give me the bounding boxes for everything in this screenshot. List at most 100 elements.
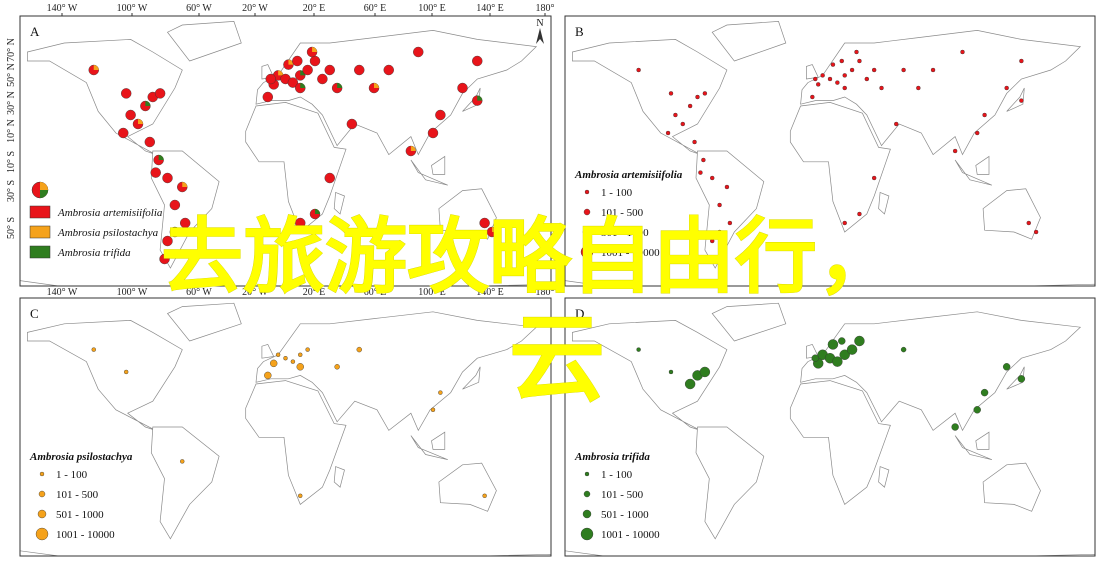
landmass [245, 380, 347, 505]
pie-slice [145, 101, 151, 106]
occurrence-dot [120, 88, 132, 99]
pie-slice [477, 95, 483, 101]
occurrence-dot [298, 493, 303, 498]
panel-frame [564, 15, 1096, 287]
pie-slice [410, 146, 416, 151]
occurrence-dot [857, 211, 862, 217]
landmass [975, 155, 990, 175]
occurrence-dot [383, 64, 394, 76]
occurrence-dot [673, 112, 678, 118]
legend-pie-slice [40, 190, 48, 198]
occurrence-dot [290, 359, 296, 364]
pie-slice [492, 227, 497, 232]
lon-label: 60° W [186, 287, 212, 298]
occurrence-dot [951, 423, 959, 431]
lat-label: 50° N [6, 63, 17, 87]
occurrence-dot [894, 121, 899, 127]
landmass [166, 21, 242, 62]
legend-symbol [582, 509, 592, 519]
occurrence-dot [835, 80, 840, 85]
legend-symbol [582, 227, 592, 237]
legend-symbol [35, 527, 49, 541]
landmass [245, 102, 347, 233]
lon-label: 20° W [242, 287, 268, 298]
lon-label: 100° E [418, 287, 446, 298]
legend-swatch [29, 205, 51, 219]
map-layer [20, 21, 551, 286]
occurrence-dot [118, 127, 129, 139]
lon-label: 20° E [303, 3, 326, 14]
occurrence-dot [717, 202, 722, 208]
lon-label: 60° W [186, 3, 212, 14]
occurrence-dot [123, 369, 129, 375]
overlay-text: 云 [509, 303, 605, 415]
landmass [333, 466, 345, 488]
occurrence-dot [1026, 220, 1031, 226]
lat-label: 10° S [6, 151, 17, 173]
occurrence-dot [854, 335, 865, 347]
pie-slice [278, 70, 284, 76]
occurrence-dot [842, 220, 847, 226]
occurrence-dot [180, 459, 185, 464]
panel-label: C [30, 306, 39, 321]
landmass [878, 466, 890, 488]
landmass [789, 380, 891, 505]
occurrence-dot [901, 67, 906, 73]
occurrence-dot [346, 118, 358, 130]
occurrence-dot [832, 356, 843, 367]
occurrence-dot [695, 94, 700, 100]
landmass [431, 155, 446, 175]
landmass [27, 320, 183, 431]
lon-label: 60° E [364, 287, 387, 298]
occurrence-dot [1004, 85, 1009, 91]
occurrence-dot [827, 76, 833, 82]
occurrence-dot [354, 64, 365, 76]
occurrence-dot [842, 73, 847, 78]
landmass [166, 302, 242, 342]
occurrence-dot [91, 347, 96, 352]
landmass [410, 159, 448, 186]
occurrence-dot [1017, 375, 1026, 383]
legend-label: 1 - 100 [601, 187, 633, 199]
panel-frame [19, 297, 552, 557]
legend-label: 1 - 100 [56, 469, 88, 481]
landmass [438, 462, 497, 512]
occurrence-dot [838, 337, 846, 345]
lat-label: 50° S [6, 217, 17, 239]
pie-slice [138, 119, 143, 124]
legend-label: 1001 - 10000 [56, 529, 115, 541]
occurrence-dot [295, 217, 306, 229]
occurrence-dot [684, 378, 696, 390]
occurrence-dot [710, 175, 715, 181]
occurrence-dot [1002, 363, 1011, 371]
landmass [410, 435, 448, 461]
occurrence-dot [435, 109, 446, 121]
occurrence-dot [262, 91, 273, 103]
map-layer [565, 21, 1095, 286]
occurrence-dot [982, 112, 987, 118]
occurrence-dot [980, 388, 989, 397]
landmass [462, 366, 481, 390]
occurrence-dot [846, 344, 858, 355]
landmass [695, 150, 765, 269]
pie-slice [174, 227, 180, 232]
panel-label: D [575, 306, 584, 321]
landmass [695, 426, 765, 540]
legend-label: 101 - 500 [601, 489, 644, 501]
legend-symbol [580, 527, 594, 541]
panel-frame [19, 15, 552, 287]
occurrence-dot [960, 49, 965, 55]
occurrence-dot [879, 85, 884, 91]
map-panel: A Ambrosia artemisiifolia Ambrosia psilost… [19, 15, 552, 287]
lon-label: 140° W [47, 3, 78, 14]
landmass [333, 191, 345, 215]
occurrence-dot [430, 407, 436, 412]
pie-slice [374, 83, 379, 88]
occurrence-dot [150, 167, 161, 178]
occurrence-dot [482, 493, 487, 498]
landmass [261, 343, 275, 359]
landmass [572, 320, 728, 431]
lat-label: 70° N [6, 38, 17, 62]
occurrence-dot [680, 121, 685, 127]
